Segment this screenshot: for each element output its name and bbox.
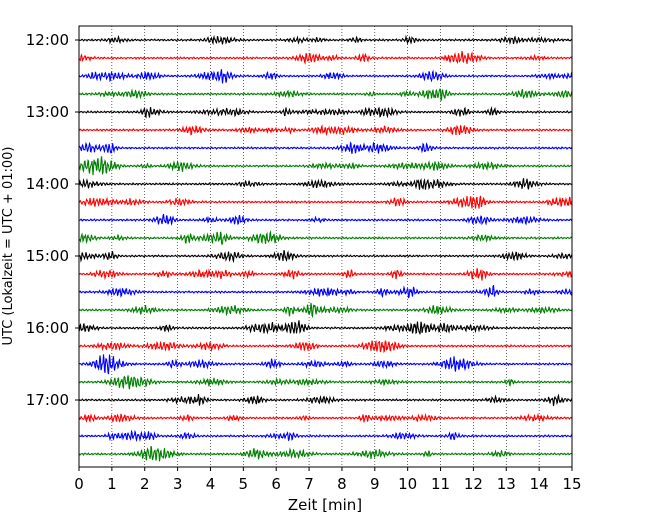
x-tick-label: 2 — [140, 475, 150, 493]
x-tick-label: 12 — [464, 475, 483, 493]
y-tick-label: 16:00 — [26, 319, 69, 337]
plot-background — [79, 26, 572, 467]
trace-1500 — [78, 250, 573, 264]
trace-1215 — [78, 50, 573, 65]
trace-1745 — [78, 445, 573, 462]
x-tick-label: 1 — [107, 475, 117, 493]
trace-1645 — [78, 375, 573, 390]
trace-1600 — [78, 320, 573, 335]
trace-1530 — [78, 285, 573, 299]
plot-frame — [78, 25, 573, 468]
trace-1300 — [78, 106, 573, 119]
trace-1615 — [78, 339, 573, 354]
trace-1400 — [78, 178, 573, 190]
trace-1445 — [78, 229, 573, 246]
x-axis-ticks: 0 1 2 3 4 5 6 7 8 9 10 11 12 13 14 15 — [74, 467, 582, 493]
x-tick-label: 10 — [398, 475, 417, 493]
y-tick-label: 14:00 — [26, 175, 69, 193]
trace-1430 — [78, 213, 573, 226]
x-tick-label: 8 — [337, 475, 347, 493]
seismic-traces — [78, 34, 573, 462]
x-tick-label: 6 — [271, 475, 281, 493]
trace-1730 — [78, 429, 573, 443]
x-tick-label: 7 — [304, 475, 314, 493]
trace-1515 — [78, 268, 573, 281]
trace-1230 — [78, 69, 573, 84]
x-axis-label: Zeit [min] — [288, 496, 362, 514]
trace-1630 — [78, 354, 573, 375]
y-tick-label: 17:00 — [26, 391, 69, 409]
x-tick-label: 4 — [206, 475, 216, 493]
trace-1545 — [78, 302, 573, 318]
x-tick-label: 11 — [431, 475, 450, 493]
trace-1700 — [78, 393, 573, 407]
trace-1315 — [78, 124, 573, 137]
x-tick-label: 5 — [239, 475, 249, 493]
x-tick-label: 13 — [497, 475, 516, 493]
y-tick-label: 13:00 — [26, 103, 69, 121]
y-tick-label: 15:00 — [26, 247, 69, 265]
y-axis-ticks: 12:00 13:00 14:00 15:00 16:00 17:00 — [26, 31, 79, 409]
trace-1330 — [78, 141, 573, 154]
trace-1715 — [78, 412, 573, 424]
trace-1345 — [78, 156, 573, 176]
trace-1415 — [78, 195, 573, 209]
y-axis-label: UTC (Lokalzeit = UTC + 01:00) — [1, 147, 16, 346]
trace-1245 — [78, 88, 573, 101]
x-tick-label: 14 — [530, 475, 549, 493]
x-tick-label: 0 — [74, 475, 84, 493]
x-tick-label: 3 — [173, 475, 183, 493]
x-tick-label: 15 — [562, 475, 581, 493]
trace-1200 — [78, 34, 573, 46]
x-tick-label: 9 — [370, 475, 380, 493]
y-tick-label: 12:00 — [26, 31, 69, 49]
